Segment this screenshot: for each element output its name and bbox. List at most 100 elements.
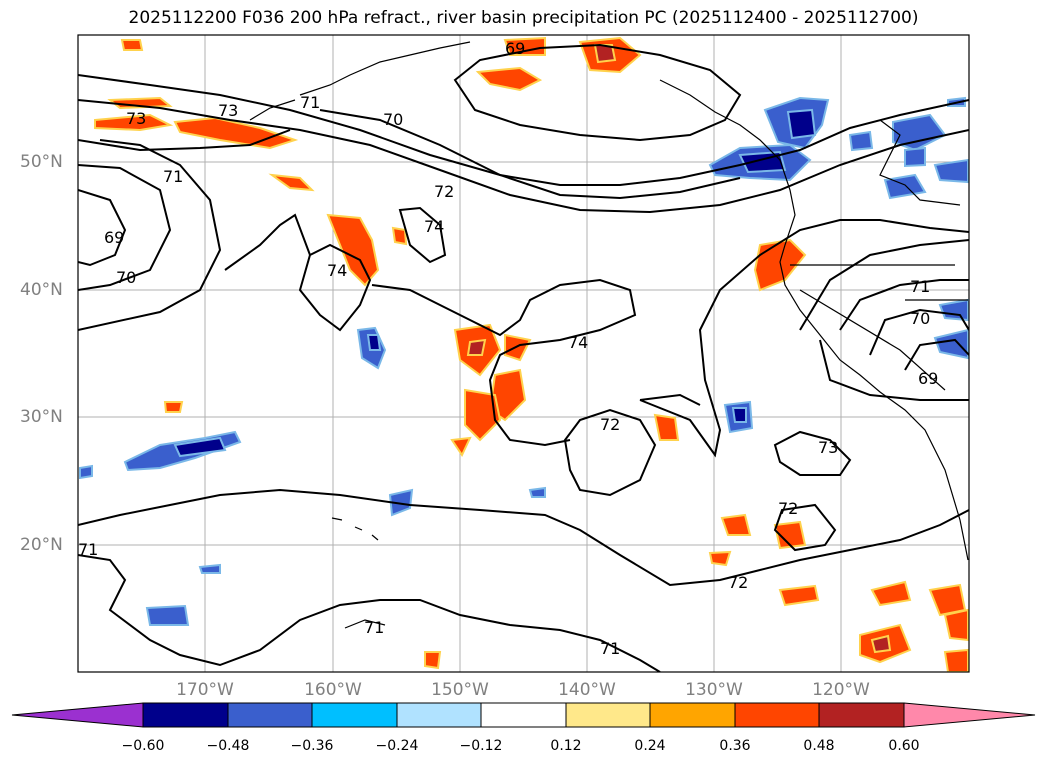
contour-line: [773, 430, 852, 476]
precip-patch: [720, 513, 752, 536]
contour-line: [78, 488, 969, 587]
contour-label: 71: [600, 639, 620, 658]
contour-label: 70: [383, 110, 403, 129]
contour-line: [298, 243, 372, 332]
contour-label: 73: [218, 101, 238, 120]
contour-line: [799, 239, 969, 331]
contour-label: 71: [163, 167, 183, 186]
precip-patch: [503, 36, 546, 56]
colorbar-extend-high: [903, 702, 1036, 728]
precip-patch: [933, 158, 969, 184]
lon-label: 170°W: [176, 680, 234, 700]
contour-label: 72: [728, 573, 748, 592]
colorbar-tick: 0.36: [719, 738, 751, 754]
precip-patch: [326, 213, 380, 287]
alaska-coast: [299, 41, 471, 96]
colorbar-bin: [565, 702, 651, 728]
precip-patch: [904, 146, 926, 168]
colorbar-bin: [142, 702, 229, 728]
colorbar-tick: −0.36: [290, 738, 334, 754]
hawaii-islands: [331, 517, 379, 541]
colorbar-bin: [227, 702, 313, 728]
colorbar-tick: 0.60: [888, 738, 920, 754]
precip-patch: [79, 464, 93, 480]
precip-patch: [753, 238, 807, 292]
colorbar-tick: −0.12: [459, 738, 503, 754]
precip-patch: [892, 113, 947, 152]
contour-line: [78, 109, 741, 200]
contour-label: 72: [778, 499, 798, 518]
lat-label: 40°N: [20, 280, 63, 300]
contour-label: 70: [910, 309, 930, 328]
hawaii-coast: [344, 619, 386, 629]
contour-label: 73: [818, 438, 838, 457]
lon-label: 160°W: [304, 680, 362, 700]
precip-patch: [528, 486, 546, 498]
colorbar-bin: [480, 702, 567, 728]
lat-label: 30°N: [20, 407, 63, 427]
precip-patch: [163, 401, 184, 413]
contour-label: 71: [300, 93, 320, 112]
precip-patch: [504, 333, 532, 362]
contour-label: 71: [78, 540, 98, 559]
colorbar-tick: 0.48: [803, 738, 835, 754]
contour-line: [839, 279, 969, 331]
colorbar-tick: −0.60: [121, 738, 165, 754]
colorbar: [11, 702, 1036, 728]
contour-label: 69: [505, 39, 525, 58]
contour-line: [639, 393, 701, 406]
precip-patch: [475, 66, 543, 92]
precip-patch: [464, 388, 502, 442]
precip-patch: [145, 604, 190, 626]
contour-line: [869, 308, 969, 356]
colorbar-bin: [818, 702, 905, 728]
contour-label: 69: [918, 369, 938, 388]
map-frame: [77, 34, 970, 673]
precip-patch: [653, 413, 680, 441]
contour-label: 71: [364, 618, 384, 637]
precip-patch: [870, 580, 912, 607]
contour-line: [78, 99, 969, 214]
precip-patch: [786, 108, 817, 140]
precip-patch: [466, 338, 487, 356]
precip-patch: [424, 651, 442, 670]
contour-line: [773, 503, 837, 552]
contour-line: [224, 213, 637, 447]
lat-label: 50°N: [20, 152, 63, 172]
precip-patch: [450, 436, 472, 458]
colorbar-tick: −0.48: [206, 738, 250, 754]
contour-line: [398, 206, 447, 264]
contour-label: 72: [600, 415, 620, 434]
precip-patch: [391, 226, 408, 246]
lon-label: 150°W: [431, 680, 489, 700]
lon-label: 120°W: [812, 680, 870, 700]
contour-label: 70: [116, 268, 136, 287]
contour-line: [563, 408, 657, 497]
precip-patch: [731, 407, 747, 423]
precip-patch: [173, 436, 227, 458]
colorbar-tick: 0.24: [634, 738, 666, 754]
coastlines: [249, 41, 969, 629]
contour-line: [819, 339, 969, 401]
aleutian-coast: [249, 99, 296, 121]
precip-patch: [943, 648, 969, 672]
contour-label: 69: [104, 228, 124, 247]
contour-line: [78, 164, 172, 291]
west-coast: [659, 79, 969, 561]
colorbar-tick: −0.24: [375, 738, 419, 754]
precip-patch: [268, 173, 315, 192]
colorbar-tick: 0.12: [550, 738, 582, 754]
lon-label: 140°W: [558, 680, 616, 700]
precip-patch: [870, 634, 892, 654]
contour-line: [78, 554, 661, 672]
inland-border: [879, 119, 961, 206]
precip-patch: [593, 44, 617, 64]
contour-line: [78, 189, 127, 267]
precip-patch: [848, 130, 874, 152]
refractivity-contours: [78, 43, 969, 672]
precip-patch: [120, 39, 144, 51]
precip-patch: [366, 334, 382, 351]
contour-label: 74: [424, 217, 444, 236]
colorbar-bin: [734, 702, 820, 728]
